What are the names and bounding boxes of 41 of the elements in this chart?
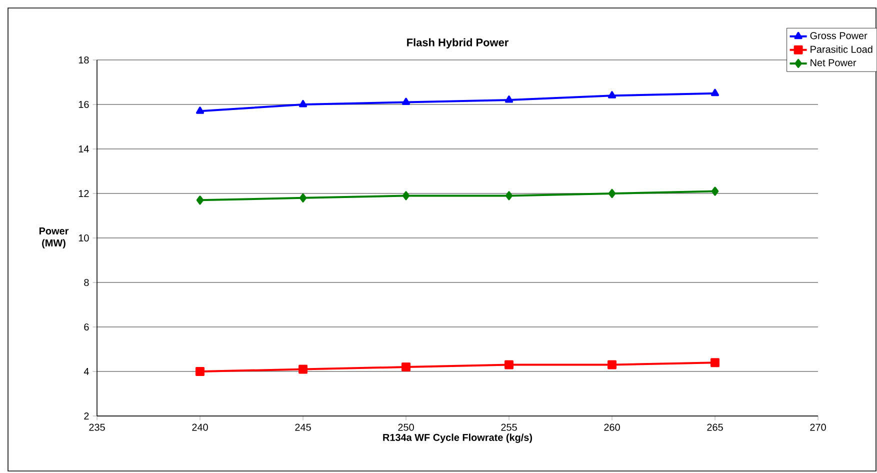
point [504, 360, 514, 370]
y-tick-label: 12 [78, 190, 89, 197]
x-tick-label: 240 [192, 424, 208, 431]
point [196, 196, 204, 205]
point [298, 100, 308, 108]
x-tick-label: 260 [604, 424, 620, 431]
y-axis-title: Power (MW) [39, 228, 69, 248]
point [505, 191, 513, 200]
x-tick-label: 270 [810, 424, 826, 431]
x-tick-label: 250 [398, 424, 414, 431]
point [608, 91, 616, 98]
y-tick-label: 14 [78, 146, 89, 152]
y-tick-label: 10 [78, 234, 89, 242]
point [402, 191, 410, 200]
point [298, 364, 308, 374]
point [608, 360, 617, 370]
point [196, 106, 204, 114]
y-tick-label: 18 [78, 56, 89, 64]
chart-title: Flash Hybrid Power [407, 38, 508, 48]
point [608, 188, 616, 198]
point [196, 366, 205, 376]
x-tick-label: 255 [501, 424, 517, 431]
point [710, 358, 720, 368]
point [710, 88, 720, 96]
point [299, 193, 307, 202]
x-tick-label: 245 [295, 424, 311, 431]
legend-label: Gross Power [810, 32, 868, 40]
y-tick-label: 16 [78, 100, 89, 108]
point [402, 98, 410, 106]
y-tick-label: 4 [84, 368, 89, 375]
point [504, 96, 514, 103]
legend-label: Parasitic Load [810, 46, 872, 53]
y-tick-label: 2 [84, 412, 89, 420]
y-tick-label: 8 [84, 278, 89, 286]
x-axis-title: R134a WF Cycle Flowrate (kg/s) [383, 434, 532, 443]
y-tick-label: 6 [84, 323, 89, 331]
x-tick-label: 235 [89, 424, 105, 431]
point [402, 362, 411, 372]
x-tick-label: 265 [707, 424, 723, 431]
legend-label: Net Power [810, 59, 856, 66]
point [711, 186, 719, 196]
